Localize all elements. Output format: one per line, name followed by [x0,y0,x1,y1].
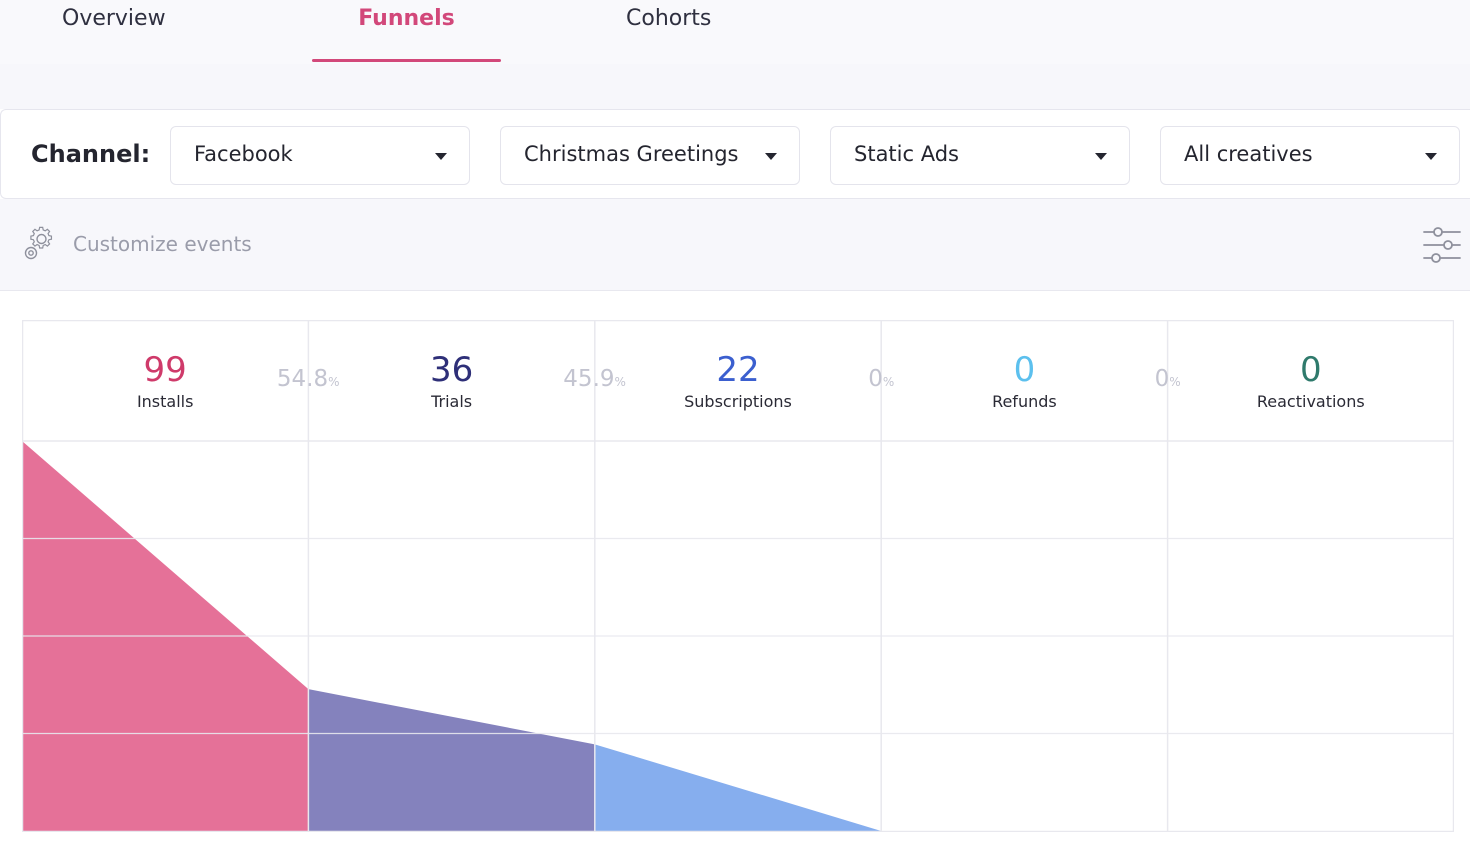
funnel-segment-subscriptions [594,744,882,831]
funnel-chart-svg [22,320,1454,832]
conversion-rate: 0% [1154,366,1181,392]
stage-value: 22 [716,350,760,390]
customize-bar [0,199,1470,291]
customize-events-link[interactable]: Customize events [73,232,252,256]
conversion-rate: 45.9% [563,366,626,392]
campaign-dropdown-value: Christmas Greetings [524,142,739,166]
stage-label: Installs [136,392,194,411]
funnel-stage-subscriptions: 22 Subscriptions [628,350,848,411]
stage-label: Subscriptions [684,392,792,411]
tab-funnels[interactable]: Funnels [312,0,501,64]
conversion-rate: 0% [868,366,895,392]
chart-border [22,320,1454,832]
channel-label: Channel: [31,140,151,168]
sliders-icon[interactable] [1422,226,1462,264]
channel-dropdown[interactable]: Facebook [170,126,470,185]
stage-value: 36 [429,350,474,390]
channel-dropdown-value: Facebook [194,142,293,166]
ad-type-dropdown[interactable]: Static Ads [830,126,1130,185]
stage-value: 0 [1013,350,1036,390]
stage-label: Refunds [992,392,1057,411]
stage-value: 99 [143,350,187,390]
tab-bar: Overview Funnels Cohorts [0,0,1470,64]
creatives-dropdown[interactable]: All creatives [1160,126,1460,185]
funnel-stage-trials: 36 Trials [342,350,562,411]
stage-label: Reactivations [1256,392,1365,411]
tab-overview[interactable]: Overview [62,6,166,31]
funnel-stage-installs: 99 Installs [55,350,275,411]
filter-bar: Channel: Facebook Christmas Greetings St… [0,109,1470,199]
gear-icon[interactable] [22,226,58,262]
caret-down-icon [1095,153,1107,160]
funnel-chart: 99 Installs 36 Trials 22 Subscriptions 0 Refund… [22,320,1454,832]
caret-down-icon [1425,153,1437,160]
tab-cohorts[interactable]: Cohorts [626,6,712,31]
stage-value: 0 [1299,350,1322,390]
conversion-rate: 54.8% [276,366,340,392]
funnel-stage-refunds: 0 Refunds [914,350,1134,411]
stage-label: Trials [431,392,473,411]
ad-type-dropdown-value: Static Ads [854,142,959,166]
creatives-dropdown-value: All creatives [1184,142,1313,166]
funnel-segment-trials [308,689,595,831]
campaign-dropdown[interactable]: Christmas Greetings [500,126,800,185]
caret-down-icon [765,153,777,160]
spacer-band [0,64,1470,109]
funnel-stage-reactivations: 0 Reactivations [1201,350,1421,411]
caret-down-icon [435,153,447,160]
